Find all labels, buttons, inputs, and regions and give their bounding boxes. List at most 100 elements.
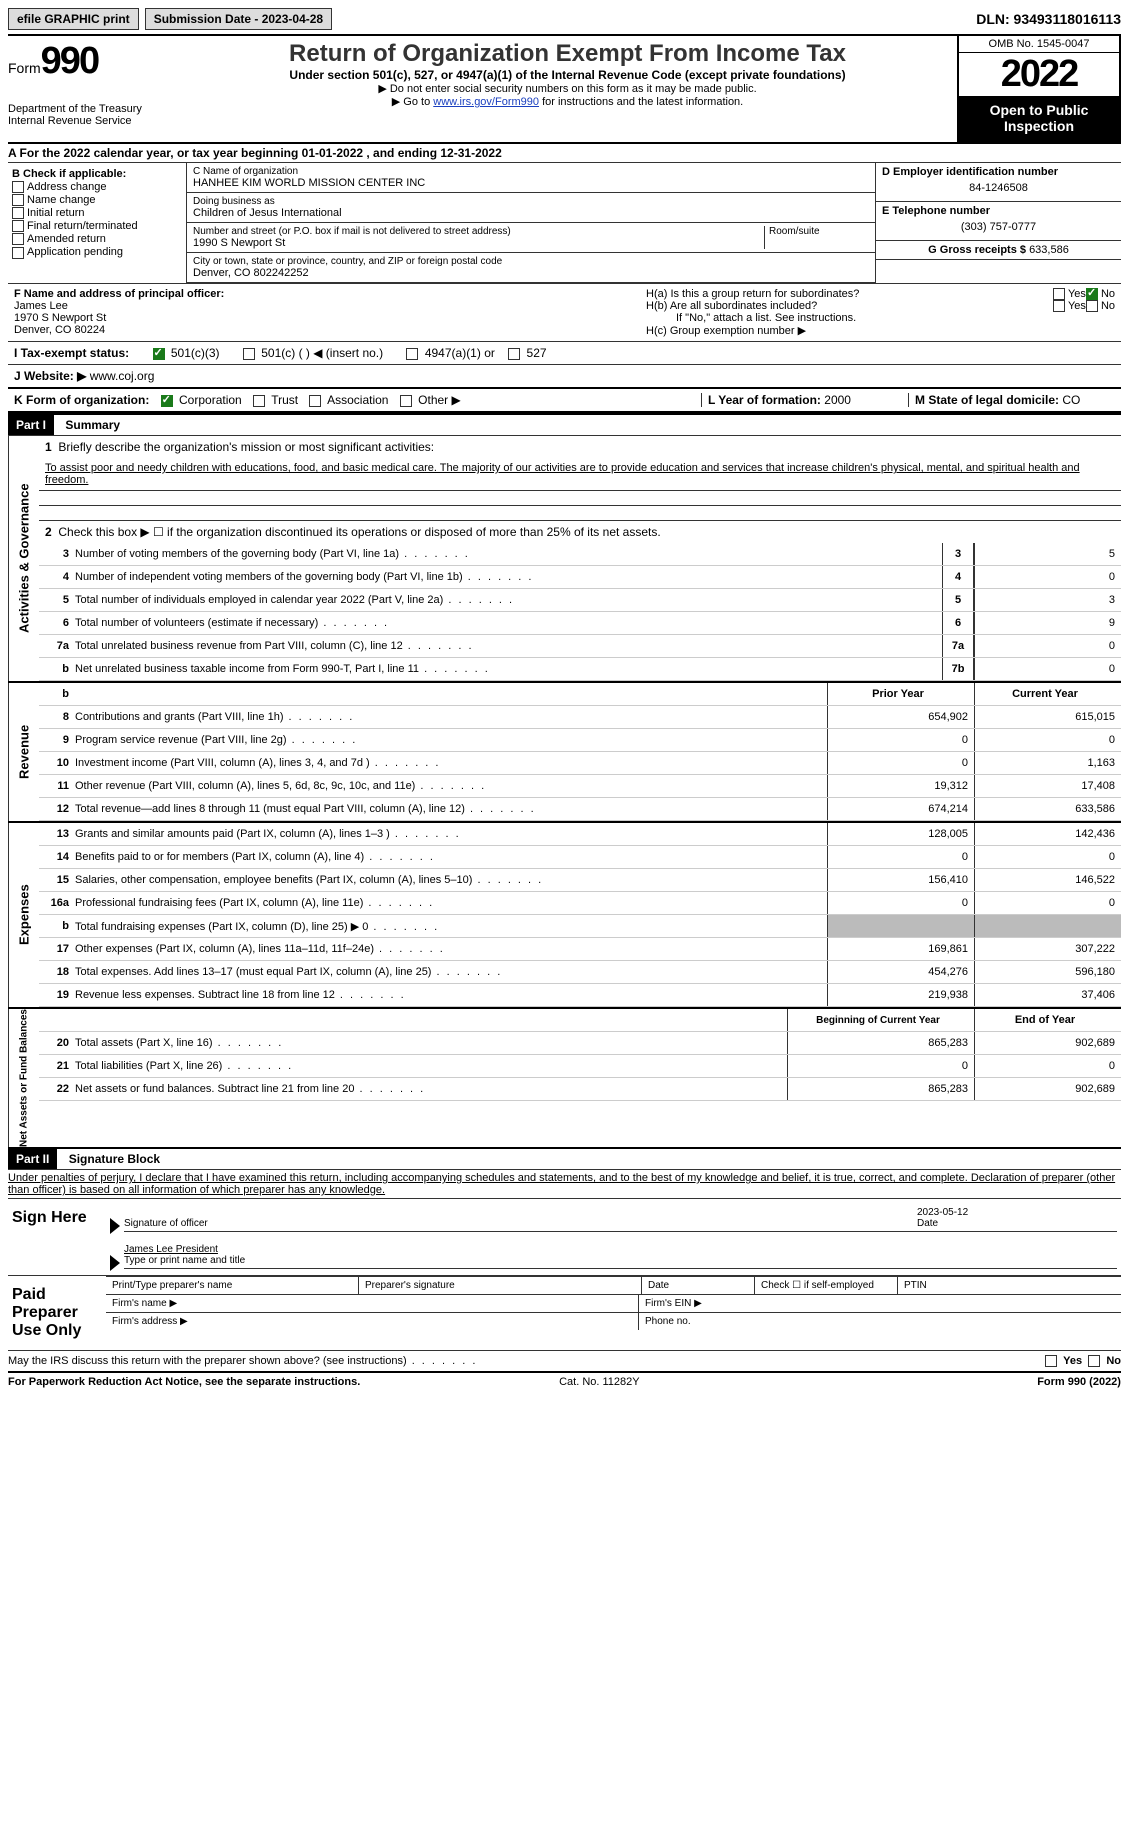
line-7a: 7aTotal unrelated business revenue from … — [39, 635, 1121, 658]
line-13: 13Grants and similar amounts paid (Part … — [39, 823, 1121, 846]
form-prefix: Form — [8, 60, 41, 76]
cb-association[interactable] — [309, 395, 321, 407]
line-5: 5Total number of individuals employed in… — [39, 589, 1121, 612]
line-12: 12Total revenue—add lines 8 through 11 (… — [39, 798, 1121, 821]
arrow-icon — [110, 1218, 120, 1234]
revenue-tab: Revenue — [8, 683, 39, 821]
footer-right: Form 990 (2022) — [1037, 1376, 1121, 1388]
mission-text: To assist poor and needy children with e… — [39, 458, 1121, 490]
line-8: 8Contributions and grants (Part VIII, li… — [39, 706, 1121, 729]
part1-badge: Part I — [8, 415, 54, 435]
cb-final-return[interactable] — [12, 220, 24, 232]
row-k-l-m: K Form of organization: Corporation Trus… — [8, 389, 1121, 413]
cb-other[interactable] — [400, 395, 412, 407]
cb-ha-no[interactable] — [1086, 288, 1098, 300]
part2-header-row: Part II Signature Block — [8, 1147, 1121, 1170]
activities-governance-section: Activities & Governance 1 Briefly descri… — [8, 436, 1121, 681]
line-21: 21Total liabilities (Part X, line 26)00 — [39, 1055, 1121, 1078]
sign-here-row: Sign Here Signature of officer2023-05-12… — [8, 1198, 1121, 1275]
sig-date-value: 2023-05-12 — [917, 1207, 1117, 1218]
cb-hb-no[interactable] — [1086, 300, 1098, 312]
box-d-e-g: D Employer identification number84-12465… — [875, 163, 1121, 283]
cb-ha-yes[interactable] — [1053, 288, 1065, 300]
part2-title: Signature Block — [61, 1152, 160, 1166]
hb-label: H(b) Are all subordinates included? — [646, 300, 1053, 312]
line-16a: 16aProfessional fundraising fees (Part I… — [39, 892, 1121, 915]
officer-label: F Name and address of principal officer: — [14, 288, 634, 300]
cb-may-yes[interactable] — [1045, 1355, 1057, 1367]
paid-preparer-label: Paid Preparer Use Only — [8, 1276, 106, 1350]
arrow-icon — [110, 1255, 120, 1271]
org-name: HANHEE KIM WORLD MISSION CENTER INC — [193, 177, 869, 189]
cb-may-no[interactable] — [1088, 1355, 1100, 1367]
entity-grid: B Check if applicable: Address change Na… — [8, 163, 1121, 283]
department-label: Department of the Treasury Internal Reve… — [8, 103, 178, 127]
cb-address-change[interactable] — [12, 181, 24, 193]
cb-amended-return[interactable] — [12, 233, 24, 245]
firm-name-label: Firm's name ▶ — [106, 1295, 639, 1312]
line-11: 11Other revenue (Part VIII, column (A), … — [39, 775, 1121, 798]
expenses-section: Expenses 13Grants and similar amounts pa… — [8, 821, 1121, 1007]
officer-name: James Lee — [14, 300, 634, 312]
form-note2: ▶ Go to www.irs.gov/Form990 for instruct… — [184, 95, 951, 108]
line-6: 6Total number of volunteers (estimate if… — [39, 612, 1121, 635]
line-b: bNet unrelated business taxable income f… — [39, 658, 1121, 681]
cb-501c3[interactable] — [153, 348, 165, 360]
may-discuss-row: May the IRS discuss this return with the… — [8, 1350, 1121, 1371]
sig-name-value: James Lee President — [124, 1244, 1117, 1255]
cb-name-change[interactable] — [12, 194, 24, 206]
sig-officer-label: Signature of officer — [124, 1218, 208, 1229]
line-3: 3Number of voting members of the governi… — [39, 543, 1121, 566]
dln-label: DLN: 93493118016113 — [976, 11, 1121, 27]
row-i: I Tax-exempt status: 501(c)(3) 501(c) ( … — [8, 341, 1121, 364]
firm-phone-label: Phone no. — [639, 1313, 1121, 1330]
line-4: 4Number of independent voting members of… — [39, 566, 1121, 589]
expenses-tab: Expenses — [8, 823, 39, 1007]
efile-button[interactable]: efile GRAPHIC print — [8, 8, 139, 30]
submission-button[interactable]: Submission Date - 2023-04-28 — [145, 8, 332, 30]
part2-badge: Part II — [8, 1149, 57, 1169]
cb-corporation[interactable] — [161, 395, 173, 407]
cb-hb-yes[interactable] — [1053, 300, 1065, 312]
hc-label: H(c) Group exemption number ▶ — [646, 324, 1115, 337]
paid-preparer-row: Paid Preparer Use Only Print/Type prepar… — [8, 1275, 1121, 1350]
tax-exempt-label: I Tax-exempt status: — [14, 346, 129, 360]
top-bar: efile GRAPHIC print Submission Date - 20… — [8, 8, 1121, 30]
cb-527[interactable] — [508, 348, 520, 360]
cb-trust[interactable] — [253, 395, 265, 407]
sig-name-label: Type or print name and title — [124, 1255, 245, 1266]
part1-header-row: Part I Summary — [8, 413, 1121, 436]
end-year-header: End of Year — [974, 1009, 1121, 1031]
activities-governance-tab: Activities & Governance — [8, 436, 39, 681]
current-year-header: Current Year — [974, 683, 1121, 705]
phone-label: E Telephone number — [882, 205, 1115, 217]
year-formation-value: 2000 — [824, 393, 851, 407]
dba-label: Doing business as — [193, 196, 869, 207]
cb-4947[interactable] — [406, 348, 418, 360]
cb-application-pending[interactable] — [12, 247, 24, 259]
tax-year: 2022 — [959, 53, 1119, 96]
ha-label: H(a) Is this a group return for subordin… — [646, 288, 1053, 300]
footer-left: For Paperwork Reduction Act Notice, see … — [8, 1376, 360, 1388]
irs-link[interactable]: www.irs.gov/Form990 — [433, 96, 539, 108]
ein-value: 84-1246508 — [882, 178, 1115, 198]
hb-note: If "No," attach a list. See instructions… — [646, 312, 1115, 324]
website-value: www.coj.org — [86, 369, 154, 383]
line-9: 9Program service revenue (Part VIII, lin… — [39, 729, 1121, 752]
line-14: 14Benefits paid to or for members (Part … — [39, 846, 1121, 869]
declaration-text: Under penalties of perjury, I declare th… — [8, 1170, 1121, 1198]
firm-addr-label: Firm's address ▶ — [106, 1313, 639, 1330]
prep-date-label: Date — [642, 1277, 755, 1294]
netassets-tab: Net Assets or Fund Balances — [8, 1009, 39, 1147]
netassets-section: Net Assets or Fund Balances Beginning of… — [8, 1007, 1121, 1147]
period-row: A For the 2022 calendar year, or tax yea… — [8, 142, 1121, 163]
officer-city: Denver, CO 80224 — [14, 324, 634, 336]
form-subtitle: Under section 501(c), 527, or 4947(a)(1)… — [184, 68, 951, 82]
open-to-inspection: Open to Public Inspection — [959, 96, 1119, 140]
firm-ein-label: Firm's EIN ▶ — [639, 1295, 1121, 1312]
cb-501c[interactable] — [243, 348, 255, 360]
line-15: 15Salaries, other compensation, employee… — [39, 869, 1121, 892]
cb-initial-return[interactable] — [12, 207, 24, 219]
form-note1: ▶ Do not enter social security numbers o… — [184, 82, 951, 95]
line-b: bTotal fundraising expenses (Part IX, co… — [39, 915, 1121, 938]
